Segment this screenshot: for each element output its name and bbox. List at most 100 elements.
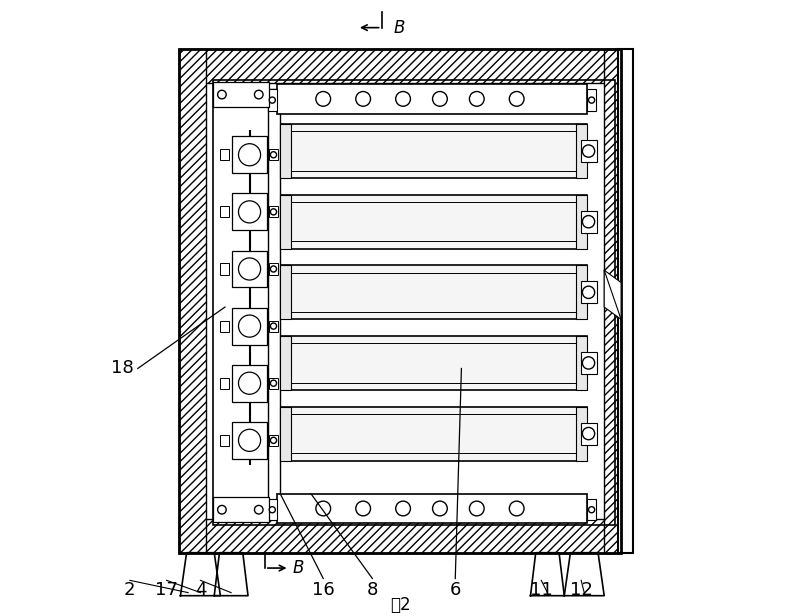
Circle shape [270, 152, 277, 158]
Text: 6: 6 [450, 580, 461, 599]
Bar [232, 307, 266, 344]
Bar [280, 407, 291, 461]
Bar [280, 195, 587, 249]
Text: 11: 11 [530, 580, 553, 599]
Text: 17: 17 [155, 580, 178, 599]
Bar [232, 422, 266, 459]
Circle shape [356, 92, 370, 106]
Circle shape [582, 145, 594, 157]
Bar [269, 264, 278, 275]
Circle shape [238, 201, 261, 223]
Circle shape [470, 92, 484, 106]
Bar [576, 336, 587, 390]
Bar [179, 49, 621, 83]
Polygon shape [604, 270, 621, 319]
Bar [179, 49, 621, 553]
Text: 12: 12 [570, 580, 593, 599]
Circle shape [582, 216, 594, 228]
Polygon shape [564, 553, 604, 596]
Circle shape [238, 144, 261, 166]
Circle shape [238, 372, 261, 394]
Bar [232, 365, 266, 402]
Circle shape [510, 92, 524, 106]
Circle shape [218, 91, 226, 99]
Bar [576, 195, 587, 249]
Circle shape [269, 97, 275, 103]
Circle shape [510, 501, 524, 516]
Polygon shape [181, 553, 220, 596]
Bar [213, 80, 615, 525]
Bar [587, 89, 596, 110]
Circle shape [269, 506, 275, 513]
Circle shape [270, 323, 277, 329]
Circle shape [433, 501, 447, 516]
Circle shape [316, 501, 330, 516]
Circle shape [433, 92, 447, 106]
Circle shape [238, 429, 261, 452]
Circle shape [470, 501, 484, 516]
Bar [280, 124, 587, 178]
Circle shape [270, 266, 277, 272]
Bar [576, 407, 587, 461]
Bar [280, 195, 291, 249]
Bar [268, 89, 277, 110]
Bar [581, 282, 597, 303]
Circle shape [582, 428, 594, 440]
Text: 8: 8 [366, 580, 378, 599]
Bar [220, 320, 229, 331]
Bar [179, 49, 206, 553]
Bar [232, 251, 266, 288]
Text: 18: 18 [111, 360, 134, 378]
Bar [280, 265, 587, 319]
Text: 4: 4 [194, 580, 206, 599]
Circle shape [270, 209, 277, 215]
Bar [232, 136, 266, 173]
Bar [269, 378, 278, 389]
Bar [269, 149, 278, 160]
Circle shape [270, 380, 277, 386]
Circle shape [238, 258, 261, 280]
Text: 16: 16 [312, 580, 334, 599]
Polygon shape [214, 553, 248, 596]
Bar [220, 435, 229, 446]
Bar [214, 83, 269, 107]
Bar [220, 149, 229, 160]
Bar [277, 84, 587, 113]
Circle shape [589, 97, 594, 103]
Text: 图2: 图2 [390, 596, 410, 614]
Bar [277, 494, 587, 523]
Bar [581, 352, 597, 374]
Bar [581, 140, 597, 162]
Polygon shape [530, 553, 564, 596]
Bar [581, 211, 597, 233]
Bar [269, 320, 278, 331]
Bar [179, 519, 621, 553]
Bar [587, 499, 596, 520]
Bar [220, 378, 229, 389]
Bar [280, 407, 587, 461]
Bar [269, 206, 278, 217]
Bar [220, 206, 229, 217]
Circle shape [254, 505, 263, 514]
Circle shape [238, 315, 261, 337]
Circle shape [316, 92, 330, 106]
Circle shape [254, 91, 263, 99]
Bar [576, 124, 587, 178]
Bar [268, 499, 277, 520]
Bar [268, 89, 280, 519]
Circle shape [582, 286, 594, 299]
Bar [232, 193, 266, 230]
Bar [269, 435, 278, 446]
Bar [220, 264, 229, 275]
Circle shape [356, 501, 370, 516]
Bar [214, 498, 269, 522]
Circle shape [396, 501, 410, 516]
Text: B: B [293, 559, 304, 577]
Circle shape [396, 92, 410, 106]
Circle shape [270, 437, 277, 444]
Bar [280, 124, 291, 178]
Circle shape [582, 357, 594, 369]
Bar [576, 265, 587, 319]
Bar [280, 265, 291, 319]
Bar [604, 49, 621, 553]
